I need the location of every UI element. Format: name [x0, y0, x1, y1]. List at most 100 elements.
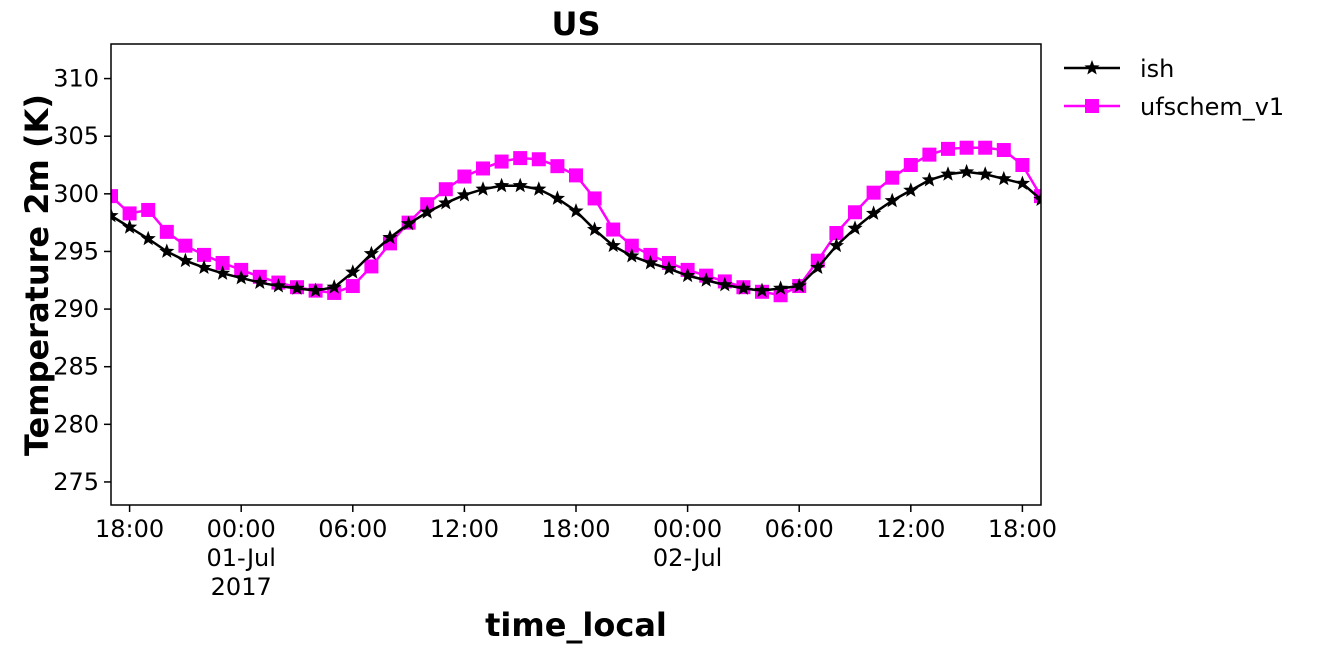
legend-marker-ufschem_v1 — [1085, 99, 1099, 113]
data-point-ufschem_v1 — [420, 197, 435, 212]
x-tick-label: 18:00 — [988, 515, 1057, 543]
x-tick-label: 12:00 — [430, 515, 499, 543]
data-point-ish — [568, 203, 584, 218]
data-point-ish — [865, 205, 882, 220]
series-ish — [111, 163, 1067, 298]
data-point-ish — [717, 276, 733, 292]
data-point-ish — [531, 181, 547, 196]
y-tick-label: 300 — [53, 180, 99, 208]
x-tick-label: 01-Jul — [206, 544, 276, 572]
data-point-ish — [475, 181, 491, 196]
data-point-ish — [121, 219, 138, 234]
data-point-ish — [382, 229, 398, 245]
data-point-ish — [996, 170, 1012, 186]
data-point-ufschem_v1 — [197, 247, 211, 262]
data-point-ish — [196, 259, 212, 275]
x-tick-label: 18:00 — [541, 515, 610, 543]
data-point-ish — [847, 220, 863, 235]
data-point-ufschem_v1 — [959, 140, 974, 155]
data-point-ish — [1014, 175, 1031, 190]
data-point-ufschem_v1 — [624, 238, 639, 253]
x-tick-label: 00:00 — [207, 515, 276, 543]
data-point-ufschem_v1 — [531, 152, 546, 167]
data-point-ish — [177, 252, 194, 268]
data-point-ish — [735, 280, 752, 295]
data-point-ufschem_v1 — [457, 169, 472, 184]
data-point-ish — [624, 248, 640, 263]
x-tick-label: 2017 — [211, 573, 272, 601]
y-tick-label: 280 — [53, 410, 99, 438]
data-point-ish — [252, 274, 268, 290]
x-tick-label: 02-Jul — [653, 544, 723, 572]
data-point-ufschem_v1 — [159, 224, 174, 239]
y-axis-title: Temperature 2m (K) — [18, 94, 56, 456]
data-point-ish — [289, 280, 305, 295]
legend-marker-ish — [1084, 60, 1100, 75]
data-point-ufschem_v1 — [885, 170, 900, 185]
x-tick-label: 18:00 — [95, 515, 164, 543]
data-point-ufschem_v1 — [1015, 158, 1030, 173]
x-tick-label: 06:00 — [765, 515, 834, 543]
data-point-ish — [605, 237, 621, 253]
data-point-ufschem_v1 — [234, 262, 249, 277]
data-point-ish — [326, 279, 342, 294]
data-point-ish — [419, 204, 435, 219]
y-tick-label: 275 — [53, 468, 99, 496]
data-point-ufschem_v1 — [941, 141, 955, 156]
data-point-ufschem_v1 — [996, 143, 1011, 158]
data-point-ish — [958, 163, 975, 179]
data-point-ufschem_v1 — [178, 238, 193, 253]
x-tick-label: 12:00 — [876, 515, 945, 543]
data-point-ish — [512, 177, 528, 193]
data-point-ufschem_v1 — [978, 140, 993, 155]
x-tick-label: 06:00 — [318, 515, 387, 543]
data-point-ish — [754, 282, 770, 298]
data-point-ufschem_v1 — [848, 205, 862, 220]
data-point-ufschem_v1 — [569, 168, 583, 183]
data-point-ish — [661, 260, 677, 276]
x-axis-title: time_local — [485, 606, 667, 644]
data-point-ufschem_v1 — [494, 154, 509, 169]
chart-title: US — [551, 5, 600, 43]
series-line-ish — [111, 170, 1041, 292]
data-point-ish — [1033, 191, 1041, 207]
data-point-ish — [400, 215, 417, 231]
data-point-ufschem_v1 — [550, 159, 565, 174]
data-point-ish — [1052, 208, 1067, 222]
data-point-ish — [111, 207, 119, 223]
data-point-ish — [679, 267, 696, 283]
data-point-ish — [214, 265, 231, 280]
data-point-ish — [977, 166, 993, 181]
data-point-ish — [307, 282, 324, 298]
data-point-ufschem_v1 — [903, 158, 918, 173]
data-point-ufschem_v1 — [345, 279, 360, 294]
data-point-ufschem_v1 — [829, 226, 844, 241]
data-point-ufschem_v1 — [122, 206, 137, 221]
data-point-ish — [698, 272, 714, 287]
data-point-ufschem_v1 — [513, 151, 528, 166]
data-point-ufschem_v1 — [866, 185, 881, 200]
plot-area — [111, 140, 1067, 303]
y-tick-label: 285 — [53, 353, 99, 381]
data-point-ish — [493, 177, 510, 193]
data-point-ufschem_v1 — [587, 191, 602, 206]
y-tick-label: 290 — [53, 295, 99, 323]
data-point-ish — [884, 192, 900, 208]
data-point-ufschem_v1 — [111, 189, 118, 204]
legend-label-ish: ish — [1140, 55, 1174, 83]
data-point-ish — [810, 259, 826, 275]
data-point-ish — [828, 237, 845, 253]
data-point-ufschem_v1 — [438, 182, 453, 197]
y-tick-label: 305 — [53, 122, 99, 150]
data-point-ish — [233, 269, 249, 285]
data-point-ufschem_v1 — [922, 147, 937, 162]
y-tick-label: 295 — [53, 237, 99, 265]
data-point-ish — [642, 254, 659, 270]
data-point-ish — [586, 221, 603, 237]
data-point-ufschem_v1 — [141, 202, 156, 217]
data-point-ish — [159, 243, 175, 258]
data-point-ish — [438, 195, 454, 210]
legend-label-ufschem_v1: ufschem_v1 — [1140, 93, 1284, 121]
